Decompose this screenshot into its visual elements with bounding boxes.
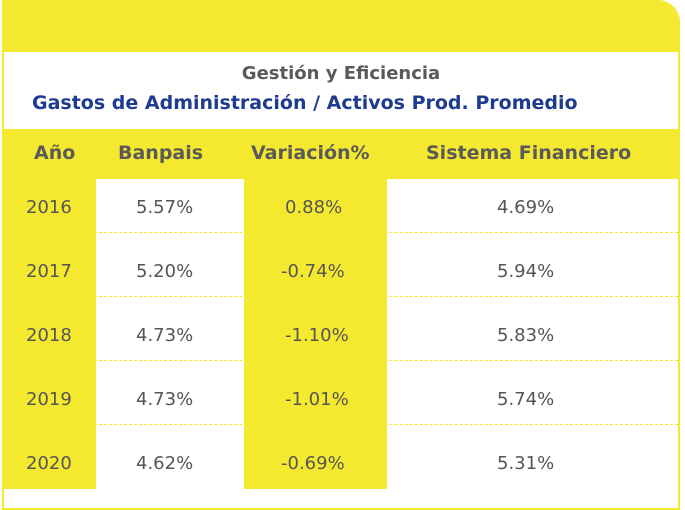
- year-column-band: [4, 179, 96, 489]
- variation-column-band: [244, 179, 387, 489]
- cell-banpais: 4.62%: [136, 453, 194, 474]
- cell-year: 2020: [26, 453, 72, 474]
- cell-banpais: 5.20%: [136, 261, 194, 282]
- cell-year: 2016: [26, 197, 72, 218]
- cell-system: 5.74%: [497, 389, 555, 410]
- cell-variation: -0.74%: [281, 261, 345, 282]
- header-variation: Variación%: [251, 142, 370, 164]
- table-row: 2020 4.62% -0.69% 5.31%: [4, 434, 678, 498]
- table-row: 2016 5.57% 0.88% 4.69%: [4, 178, 678, 242]
- header-banpais: Banpais: [118, 142, 204, 164]
- cell-banpais: 4.73%: [136, 389, 194, 410]
- cell-banpais: 4.73%: [136, 325, 194, 346]
- cell-year: 2018: [26, 325, 72, 346]
- cell-system: 5.83%: [497, 325, 555, 346]
- cell-variation: 0.88%: [285, 197, 343, 218]
- cell-year: 2019: [26, 389, 72, 410]
- row-divider: [4, 296, 678, 297]
- cell-variation: -1.01%: [285, 389, 349, 410]
- top-band: [4, 2, 678, 52]
- table-row: 2017 5.20% -0.74% 5.94%: [4, 242, 678, 306]
- table-row: 2019 4.73% -1.01% 5.74%: [4, 370, 678, 434]
- table-subtitle: Gastos de Administración / Activos Prod.…: [32, 92, 578, 114]
- cell-system: 5.94%: [497, 261, 555, 282]
- row-divider: [4, 424, 678, 425]
- row-divider: [4, 232, 678, 233]
- table-title: Gestión y Eficiencia: [241, 63, 441, 84]
- cell-variation: -0.69%: [281, 453, 345, 474]
- cell-system: 5.31%: [497, 453, 555, 474]
- header-row: Año Banpais Variación% Sistema Financier…: [4, 129, 678, 179]
- header-system: Sistema Financiero: [426, 142, 632, 164]
- cell-banpais: 5.57%: [136, 197, 194, 218]
- table-row: 2018 4.73% -1.10% 5.83%: [4, 306, 678, 370]
- header-year: Año: [34, 142, 76, 164]
- cell-system: 4.69%: [497, 197, 555, 218]
- cell-year: 2017: [26, 261, 72, 282]
- row-divider: [4, 360, 678, 361]
- cell-variation: -1.10%: [285, 325, 349, 346]
